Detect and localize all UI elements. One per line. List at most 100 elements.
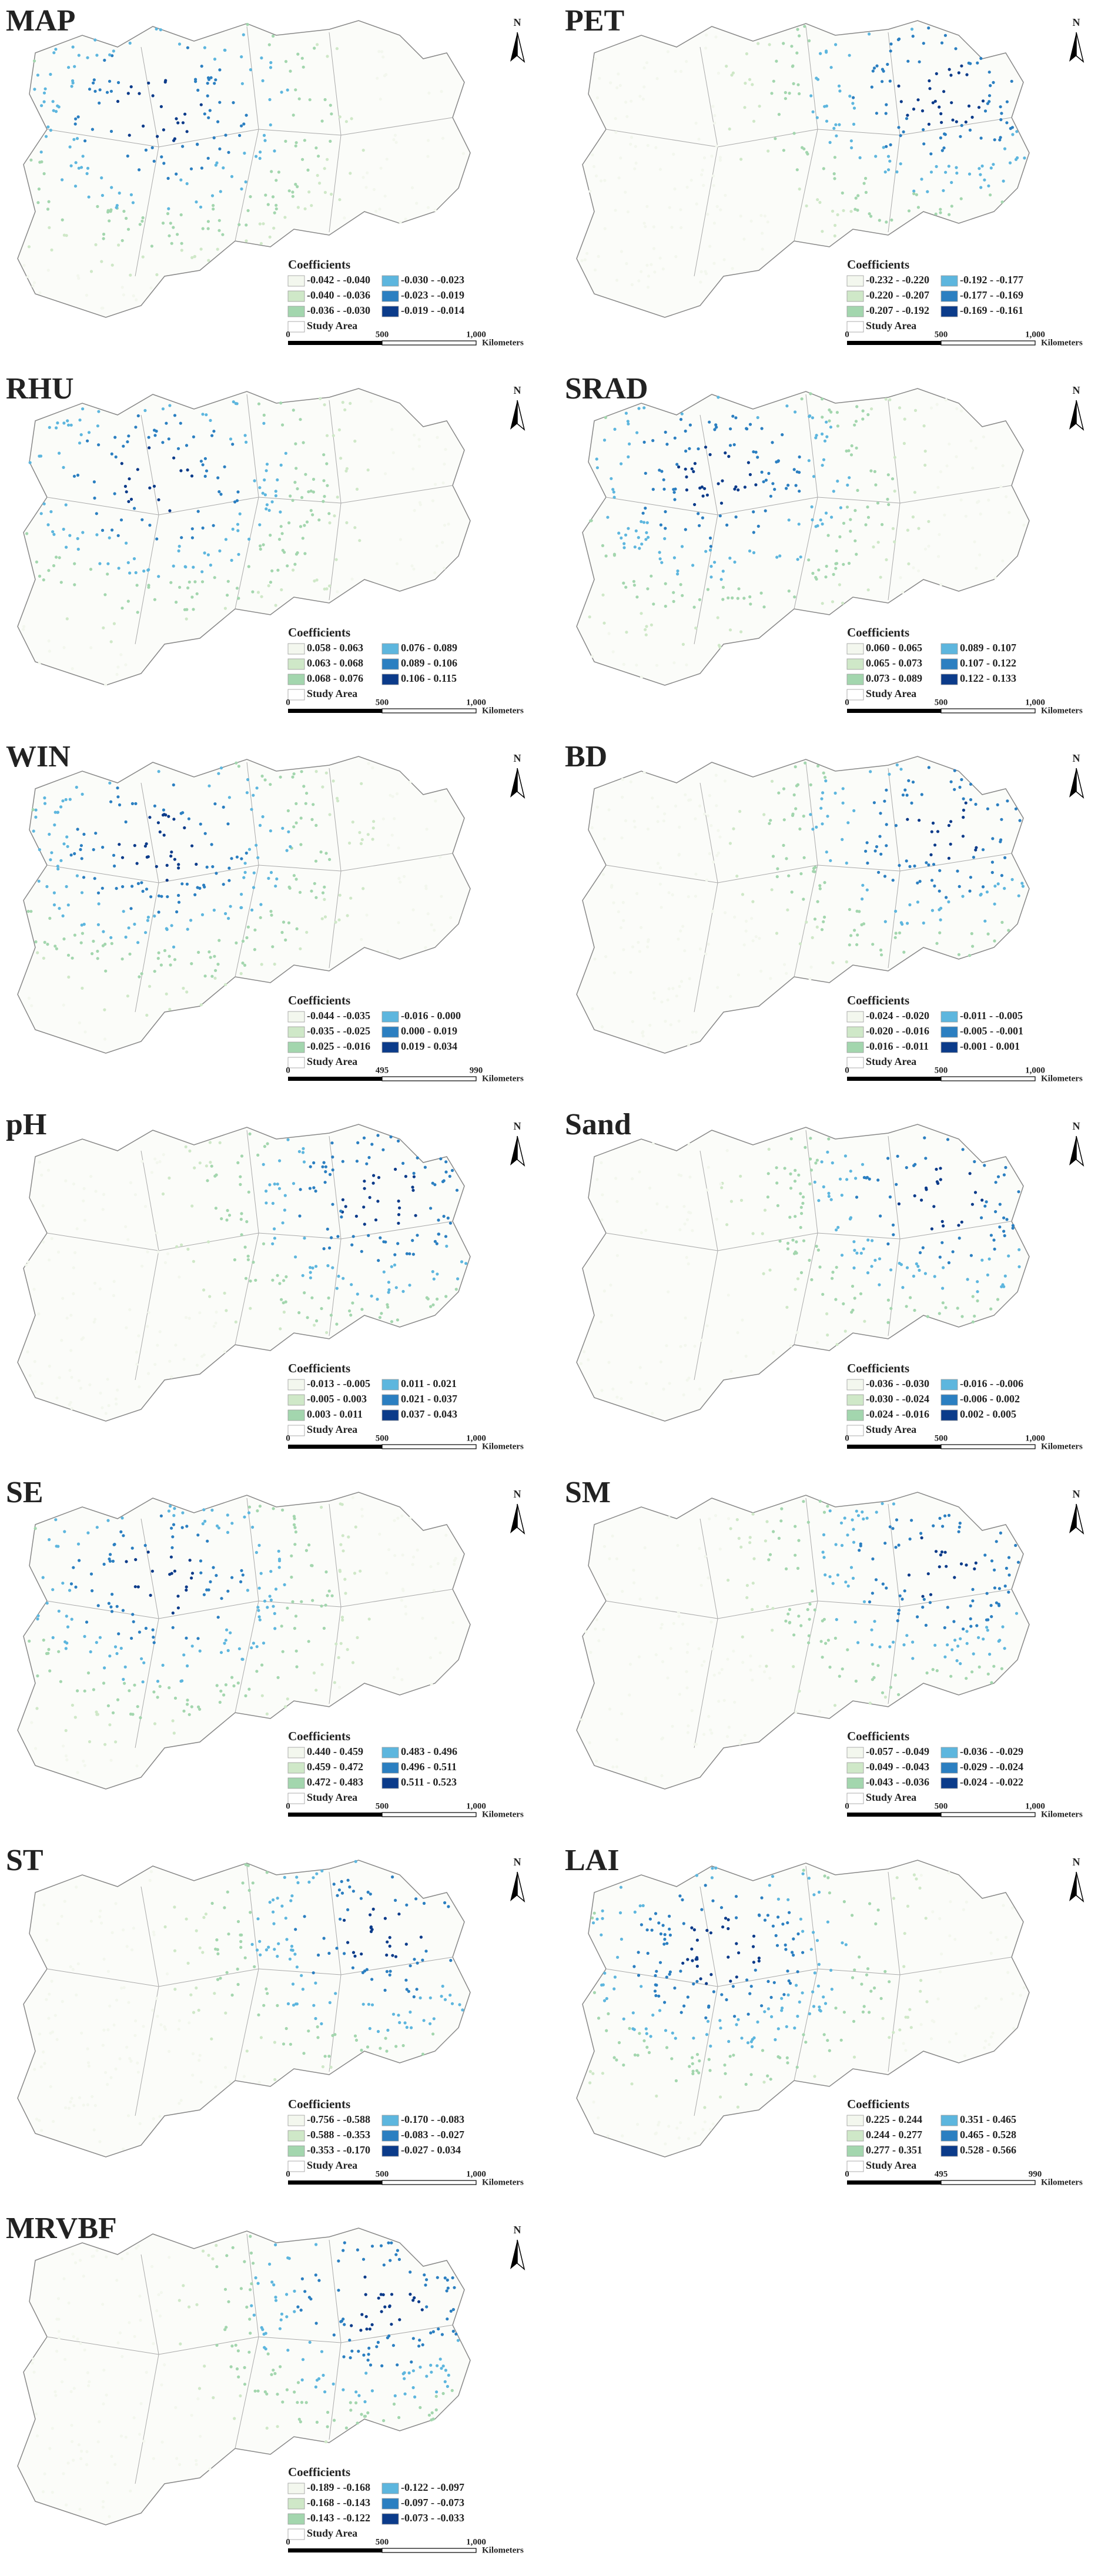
coefficient-dot bbox=[1000, 874, 1003, 877]
coefficient-dot bbox=[907, 209, 911, 213]
scale-bar bbox=[940, 708, 1036, 713]
legend-swatch bbox=[381, 674, 399, 685]
coefficient-dot bbox=[938, 889, 941, 893]
coefficient-dot bbox=[809, 1168, 813, 1172]
coefficient-dot bbox=[652, 247, 656, 250]
coefficient-dot bbox=[629, 142, 632, 146]
coefficient-dot bbox=[909, 1296, 912, 1299]
coefficient-dot bbox=[186, 468, 189, 472]
coefficient-dot bbox=[257, 1586, 261, 1590]
coefficient-dot bbox=[42, 1903, 46, 1907]
coefficient-dot bbox=[333, 2418, 336, 2422]
coefficient-dot bbox=[160, 2440, 164, 2444]
legend-label: -0.353 - -0.170 bbox=[307, 2144, 370, 2156]
coefficient-dot bbox=[975, 1624, 979, 1627]
coefficient-dot bbox=[705, 2033, 709, 2036]
coefficient-dot bbox=[255, 1670, 259, 1673]
coefficient-dot bbox=[330, 112, 333, 116]
legend-swatch bbox=[287, 1409, 305, 1421]
coefficient-dot bbox=[841, 787, 845, 790]
coefficient-dot bbox=[240, 82, 244, 85]
coefficient-dot bbox=[233, 2417, 236, 2420]
coefficient-dot bbox=[390, 2293, 394, 2296]
coefficient-dot bbox=[926, 1315, 929, 1318]
coefficient-dot bbox=[92, 480, 96, 484]
coefficient-dot bbox=[762, 605, 766, 609]
coefficient-dot bbox=[687, 2137, 690, 2140]
coefficient-dot bbox=[250, 2304, 253, 2307]
coefficient-dot bbox=[369, 1930, 373, 1934]
coefficient-dot bbox=[454, 2332, 458, 2336]
coefficient-dot bbox=[38, 574, 42, 578]
legend-label: 0.528 - 0.566 bbox=[960, 2144, 1016, 2156]
coefficient-dot bbox=[316, 2025, 319, 2029]
coefficient-dot bbox=[199, 205, 203, 209]
coefficient-dot bbox=[742, 597, 746, 600]
coefficient-dot bbox=[729, 1527, 732, 1530]
coefficient-dot bbox=[931, 1910, 935, 1914]
coefficient-dot bbox=[989, 1931, 993, 1934]
coefficient-dot bbox=[434, 799, 437, 803]
coefficient-dot bbox=[346, 1908, 350, 1911]
coefficient-dot bbox=[821, 416, 824, 419]
coefficient-dot bbox=[591, 1921, 595, 1925]
coefficient-dot bbox=[398, 2318, 401, 2322]
coefficient-dot bbox=[333, 2033, 337, 2036]
coefficient-dot bbox=[320, 917, 324, 920]
coefficient-dot bbox=[376, 1134, 380, 1137]
coefficient-dot bbox=[918, 1268, 921, 1272]
coefficient-dot bbox=[86, 1531, 90, 1535]
scale-bar bbox=[381, 2548, 477, 2553]
coefficient-dot bbox=[884, 112, 888, 115]
coefficient-dot bbox=[614, 130, 618, 134]
coefficient-dot bbox=[336, 1894, 339, 1897]
coefficient-dot bbox=[180, 1243, 183, 1247]
coefficient-dot bbox=[718, 645, 722, 649]
coefficient-dot bbox=[159, 105, 163, 108]
coefficient-dot bbox=[737, 1536, 741, 1540]
coefficient-dot bbox=[917, 569, 920, 572]
coefficient-dot bbox=[876, 1664, 880, 1667]
coefficient-dot bbox=[405, 1252, 409, 1255]
coefficient-dot bbox=[848, 943, 851, 947]
coefficient-dot bbox=[260, 774, 264, 778]
coefficient-dot bbox=[403, 2392, 407, 2396]
coefficient-dot bbox=[812, 2005, 816, 2008]
coefficient-dot bbox=[283, 1194, 287, 1197]
coefficient-dot bbox=[973, 1191, 978, 1194]
coefficient-dot bbox=[712, 222, 716, 225]
coefficient-dot bbox=[630, 1381, 633, 1384]
coefficient-dot bbox=[238, 133, 242, 138]
coefficient-dot bbox=[360, 1515, 364, 1518]
coefficient-dot bbox=[625, 115, 629, 118]
coefficient-dot bbox=[56, 867, 60, 871]
coefficient-dot bbox=[792, 82, 795, 85]
coefficient-dot bbox=[380, 1312, 383, 1315]
coefficient-dot bbox=[292, 113, 295, 117]
coefficient-dot bbox=[721, 598, 725, 601]
coefficient-dot bbox=[821, 464, 824, 467]
coefficient-dot bbox=[728, 127, 731, 131]
coefficient-dot bbox=[920, 1536, 923, 1540]
coefficient-dot bbox=[336, 495, 339, 499]
coefficient-dot bbox=[369, 2363, 373, 2367]
coefficient-dot bbox=[836, 1225, 840, 1229]
coefficient-dot bbox=[1015, 1612, 1019, 1615]
coefficient-dot bbox=[430, 923, 433, 927]
coefficient-dot bbox=[681, 1898, 684, 1902]
coefficient-dot bbox=[190, 1572, 195, 1575]
coefficient-dot bbox=[341, 1160, 344, 1163]
coefficient-dot bbox=[106, 209, 110, 212]
coefficient-dot bbox=[241, 1881, 245, 1885]
coefficient-dot bbox=[848, 53, 851, 57]
legend-title: Coefficients bbox=[847, 257, 909, 272]
coefficient-dot bbox=[225, 2254, 229, 2257]
coefficient-dot bbox=[156, 135, 159, 138]
coefficient-dot bbox=[615, 86, 619, 89]
coefficient-dot bbox=[140, 881, 143, 885]
coefficient-dot bbox=[150, 1171, 153, 1174]
coefficient-dot bbox=[429, 2363, 433, 2367]
coefficient-dot bbox=[923, 450, 927, 453]
coefficient-dot bbox=[300, 2401, 304, 2404]
coefficient-dot bbox=[248, 1132, 252, 1135]
